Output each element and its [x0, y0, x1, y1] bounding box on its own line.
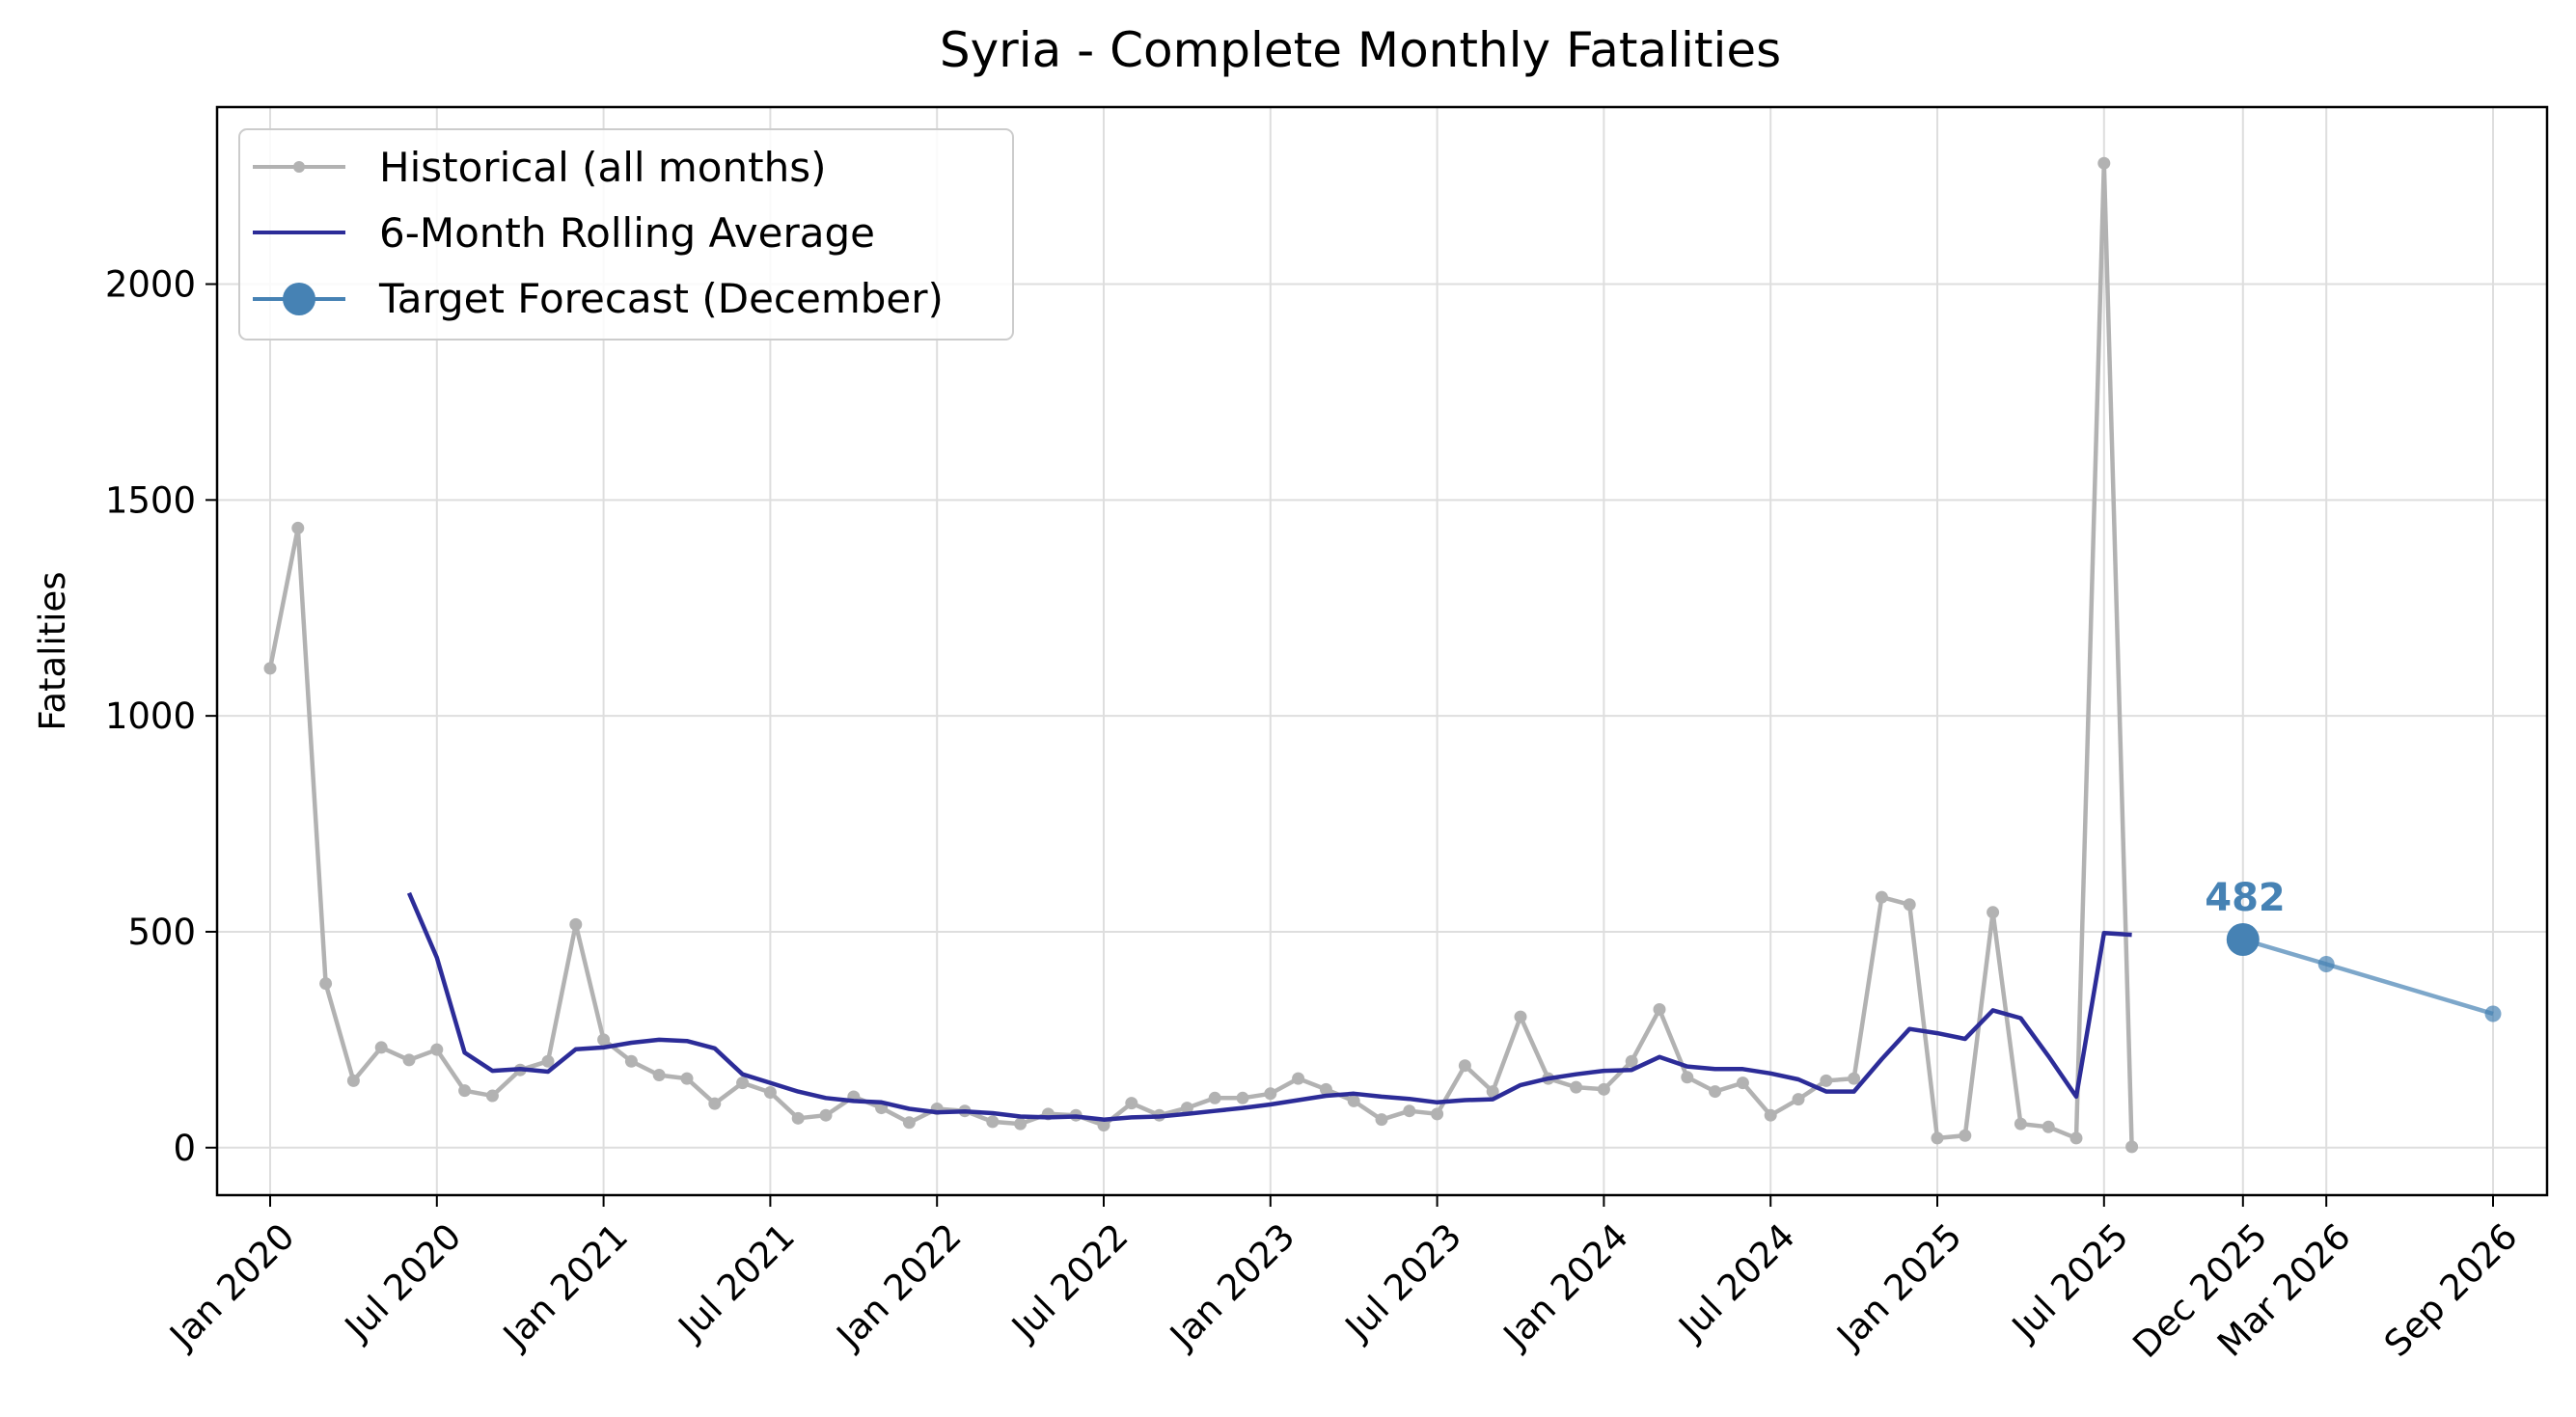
- historical-point: [569, 917, 583, 931]
- historical-point: [1987, 906, 2000, 919]
- historical-point: [346, 1074, 360, 1087]
- historical-point: [597, 1033, 611, 1047]
- historical-point: [1709, 1085, 1722, 1099]
- historical-point: [291, 521, 305, 534]
- historical-point: [402, 1053, 416, 1067]
- historical-point: [1931, 1131, 1944, 1145]
- y-tick-label: 1500: [105, 479, 196, 521]
- historical-point: [541, 1054, 555, 1068]
- y-axis-ticks: 0 500 1000 1500 2000: [105, 264, 217, 1169]
- y-tick-label: 0: [173, 1128, 196, 1169]
- historical-point: [1514, 1010, 1527, 1023]
- historical-point: [819, 1108, 833, 1122]
- legend-box: [238, 128, 1014, 341]
- legend-swatch-forecast-marker: [283, 283, 315, 315]
- historical-point: [1180, 1102, 1193, 1115]
- historical-point: [1875, 890, 1888, 904]
- y-axis-label: Fatalities: [32, 571, 73, 730]
- legend-label-rolling-average: 6-Month Rolling Average: [379, 209, 875, 257]
- plot-frame: [215, 105, 2549, 1197]
- historical-point: [1764, 1108, 1777, 1122]
- historical-point: [1319, 1082, 1332, 1096]
- historical-point: [680, 1072, 694, 1085]
- historical-point: [1431, 1107, 1444, 1121]
- historical-point: [1208, 1091, 1221, 1104]
- historical-point: [1097, 1118, 1110, 1131]
- historical-point: [1486, 1085, 1499, 1099]
- y-tick-label: 500: [127, 912, 196, 953]
- forecast-value-annotation: 482: [2205, 876, 2286, 920]
- historical-point: [1292, 1072, 1305, 1085]
- historical-point: [624, 1054, 638, 1068]
- historical-point: [2097, 156, 2111, 170]
- legend-label-historical: Historical (all months): [379, 144, 826, 191]
- historical-point: [708, 1097, 722, 1110]
- historical-point: [1375, 1113, 1388, 1127]
- historical-point: [2042, 1120, 2055, 1133]
- historical-point: [652, 1069, 666, 1082]
- historical-point: [1625, 1054, 1638, 1068]
- y-tick-label: 2000: [105, 264, 196, 306]
- historical-point: [1903, 898, 1916, 912]
- historical-point: [1264, 1087, 1277, 1101]
- forecast-trajectory-point: [2484, 1005, 2502, 1022]
- historical-point: [1403, 1104, 1416, 1118]
- historical-point: [2125, 1140, 2139, 1154]
- target-forecast-marker: [2226, 923, 2260, 957]
- historical-point: [485, 1089, 499, 1103]
- historical-point: [1820, 1074, 1833, 1087]
- historical-point: [1736, 1076, 1749, 1090]
- historical-point: [1848, 1072, 1861, 1085]
- historical-point: [263, 662, 277, 675]
- historical-point: [1458, 1059, 1471, 1073]
- historical-point: [1653, 1003, 1666, 1017]
- legend-label-forecast: Target Forecast (December): [378, 275, 944, 322]
- historical-point: [1014, 1117, 1028, 1131]
- historical-point: [319, 977, 333, 991]
- historical-point: [791, 1111, 805, 1125]
- historical-point: [430, 1043, 444, 1056]
- series-layer: [263, 156, 2502, 1154]
- historical-point: [1597, 1082, 1610, 1096]
- historical-point: [902, 1116, 916, 1130]
- chart-title: Syria - Complete Monthly Fatalities: [940, 22, 1781, 78]
- legend: Historical (all months) 6-Month Rolling …: [238, 128, 1014, 341]
- historical-point: [2014, 1117, 2027, 1131]
- historical-point: [1347, 1094, 1360, 1107]
- rolling-average-line: [406, 891, 2132, 1122]
- forecast-trajectory-point: [2317, 956, 2335, 973]
- historical-point: [986, 1115, 1000, 1129]
- historical-point: [1125, 1097, 1138, 1110]
- historical-point: [1959, 1129, 1972, 1142]
- historical-point: [374, 1041, 388, 1054]
- historical-point: [1236, 1091, 1249, 1104]
- historical-point: [1570, 1080, 1583, 1094]
- y-tick-label: 1000: [105, 695, 196, 737]
- legend-swatch-historical-marker: [293, 161, 305, 173]
- historical-point: [1681, 1071, 1694, 1084]
- historical-point: [1792, 1093, 1805, 1106]
- historical-point: [458, 1084, 472, 1098]
- historical-point: [2069, 1131, 2083, 1145]
- historical-point: [763, 1085, 777, 1099]
- historical-point: [736, 1076, 750, 1090]
